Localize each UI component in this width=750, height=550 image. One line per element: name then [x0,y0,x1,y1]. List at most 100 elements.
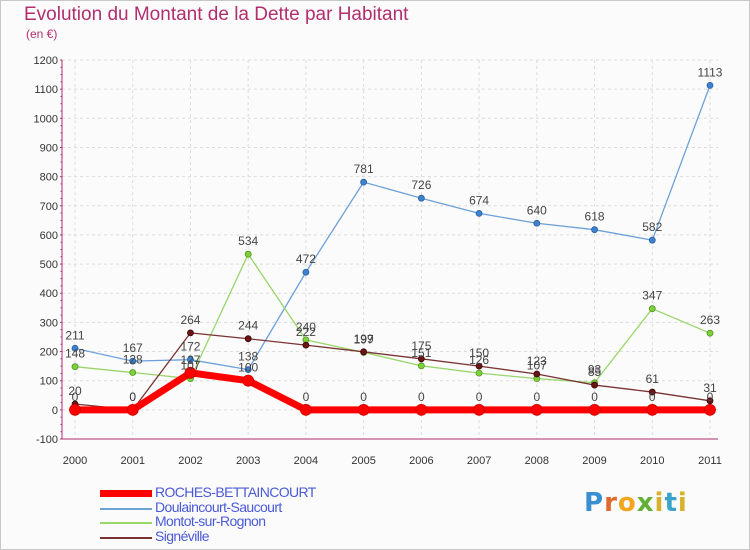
data-point-montot-sur-rognon [417,362,425,370]
y-tick-label: 900 [40,142,58,154]
y-tick-label: 800 [40,172,58,184]
x-tick-label: 2000 [63,455,87,467]
y-tick-label: 300 [40,317,58,329]
legend-label: Montot-sur-Rognon [155,513,266,529]
data-point-roches-bettaincourt [69,403,81,416]
legend-swatch [100,537,152,539]
x-tick-label: 2003 [236,455,260,467]
data-label-doulaincourt-saucourt: 172 [180,340,200,354]
data-label-roches-bettaincourt: 0 [591,390,598,404]
x-tick-label: 2011 [698,455,722,467]
chart-title: Evolution du Montant de la Dette par Hab… [24,4,409,25]
data-point-signeville [360,348,368,356]
legend-swatch [100,522,152,524]
data-label-roches-bettaincourt: 0 [533,390,540,404]
data-label-montot-sur-rognon: 263 [700,313,720,327]
data-point-doulaincourt-saucourt [187,356,194,364]
data-label-montot-sur-rognon: 148 [65,347,85,361]
y-tick-label: 400 [40,288,58,300]
data-point-signeville [706,397,714,405]
data-label-roches-bettaincourt: 100 [238,361,258,375]
legend-label: Signéville [155,528,210,544]
data-label-montot-sur-rognon: 107 [527,359,547,373]
data-point-signeville [244,335,252,343]
data-point-signeville [648,388,656,396]
data-label-doulaincourt-saucourt: 138 [238,350,258,364]
data-point-roches-bettaincourt [300,403,312,416]
series-line-roches-bettaincourt [75,369,710,414]
data-label-doulaincourt-saucourt: 781 [354,162,374,176]
data-label-roches-bettaincourt: 0 [649,390,656,404]
data-label-montot-sur-rognon: 197 [354,332,374,346]
data-label-roches-bettaincourt: 0 [129,390,136,404]
data-label-doulaincourt-saucourt: 674 [469,193,489,207]
data-label-signeville: 123 [527,354,547,368]
data-label-signeville: 244 [238,319,258,333]
x-tick-label: 2005 [351,455,375,467]
data-label-montot-sur-rognon: 128 [123,353,143,367]
data-label-doulaincourt-saucourt: 472 [296,252,316,266]
y-tick-label: 1200 [34,55,58,67]
data-label-doulaincourt-saucourt: 618 [585,210,605,224]
proxiti-logo: Proxiti [584,488,688,518]
data-point-signeville [591,381,598,389]
data-point-doulaincourt-saucourt [71,344,79,352]
data-label-roches-bettaincourt: 0 [707,390,714,404]
data-point-roches-bettaincourt [588,403,601,416]
data-label-roches-bettaincourt: 127 [180,353,200,367]
data-point-roches-bettaincourt [242,374,255,387]
data-label-montot-sur-rognon: 240 [296,320,316,334]
data-label-signeville: 264 [180,313,200,327]
data-point-signeville [533,370,541,378]
data-label-signeville: 175 [411,339,431,353]
data-label-signeville: 85 [588,365,602,379]
legend-swatch [100,490,152,497]
x-tick-label: 2010 [640,455,664,467]
data-point-roches-bettaincourt [184,366,197,379]
y-tick-label: 100 [40,376,58,388]
data-label-doulaincourt-saucourt: 211 [65,328,84,342]
data-label-montot-sur-rognon: 107 [180,359,200,373]
data-label-signeville: 31 [703,381,717,395]
data-point-montot-sur-rognon [244,250,252,258]
x-tick-label: 2006 [409,455,433,467]
data-point-signeville [302,341,310,349]
data-label-montot-sur-rognon: 534 [238,234,258,248]
data-point-signeville [475,362,483,370]
data-label-doulaincourt-saucourt: 582 [642,220,662,234]
data-point-roches-bettaincourt [704,403,716,416]
legend-swatch [100,508,152,510]
y-tick-label: 500 [40,259,58,271]
data-label-roches-bettaincourt: 0 [72,390,79,404]
data-label-roches-bettaincourt: 0 [360,390,367,404]
y-tick-label: 700 [40,201,58,213]
data-point-doulaincourt-saucourt [475,209,483,217]
data-point-roches-bettaincourt [530,403,543,416]
data-label-signeville: 20 [68,384,82,398]
data-point-montot-sur-rognon [648,305,656,313]
data-label-signeville: 150 [469,346,489,360]
y-tick-label: 1100 [34,84,58,96]
legend-label: ROCHES-BETTAINCOURT [155,484,316,500]
data-label-signeville: 222 [296,325,316,339]
data-point-montot-sur-rognon [71,363,79,371]
y-tick-label: 600 [40,230,58,242]
data-label-signeville: 0 [129,390,136,404]
data-label-montot-sur-rognon: 347 [642,289,662,303]
data-point-signeville [187,329,194,337]
data-label-montot-sur-rognon: 93 [588,363,602,377]
data-point-montot-sur-rognon [475,369,483,377]
x-tick-label: 2002 [178,455,202,467]
data-point-roches-bettaincourt [473,403,485,416]
x-tick-label: 2008 [525,455,549,467]
y-tick-label: -100 [36,434,58,446]
data-label-signeville: 199 [354,332,374,346]
x-tick-label: 2007 [467,455,491,467]
data-point-signeville [417,355,425,363]
data-point-roches-bettaincourt [357,403,370,416]
data-point-doulaincourt-saucourt [591,226,598,234]
data-label-doulaincourt-saucourt: 1113 [698,65,723,79]
data-point-doulaincourt-saucourt [648,236,656,244]
data-label-doulaincourt-saucourt: 726 [411,178,431,192]
